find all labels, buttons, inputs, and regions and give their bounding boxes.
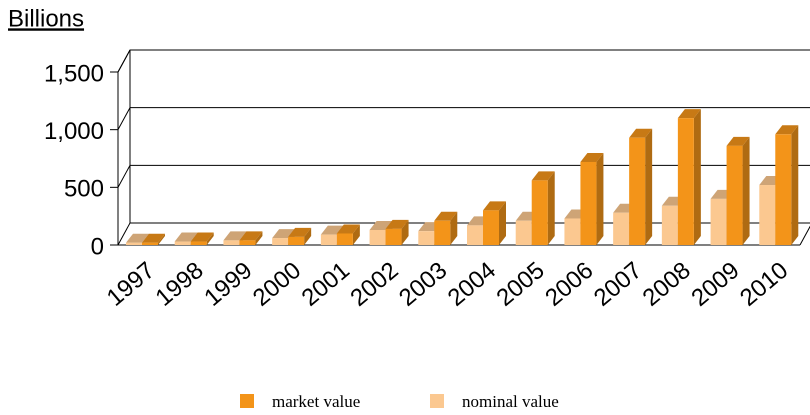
bar [385,228,402,245]
bar-side [596,152,604,245]
bar-side [499,201,506,245]
x-tick-label: 2000 [248,257,306,312]
x-tick-label: 2004 [443,257,501,312]
bar-top [434,211,458,221]
legend-label: nominal value [462,392,559,411]
bar-top [336,224,360,234]
bar-top [531,171,555,181]
bar [515,220,532,245]
x-tick-label: 2003 [394,257,452,312]
x-tick-label: 2009 [686,257,744,312]
y-tick-label: 500 [64,176,104,203]
bar-side [450,211,458,245]
y-axis-label: Billions [8,5,84,32]
bar [580,161,597,245]
bar-top [483,201,506,211]
bar-side [742,136,750,245]
bar-top [629,128,653,138]
bar-top [726,136,750,146]
bar-side [206,232,214,245]
bar [320,234,337,245]
bar [434,220,451,245]
bar [483,210,499,245]
bar [126,242,142,245]
bar [142,242,158,245]
bar-top [385,219,409,229]
bar-side [158,233,165,245]
bar [531,180,548,245]
legend-label: market value [272,392,360,411]
bar [288,236,305,245]
bar [629,137,646,245]
bar [239,240,256,245]
legend-swatch [240,394,254,408]
bar-top [126,233,149,243]
bar-top [174,232,198,242]
bar [726,145,743,245]
y-tick-label: 1,500 [44,60,104,87]
x-tick-label: 2007 [589,257,647,312]
bar-side [645,128,653,245]
bar [775,134,792,245]
x-tick-label: 1998 [150,257,208,312]
bar-side [352,224,360,245]
grid-line [117,49,810,73]
y-tick-label: 0 [91,233,104,260]
floor-right [799,225,810,246]
bar [710,198,727,245]
bar [418,231,435,245]
bar-top [190,232,214,242]
y-tick-label: 1,000 [44,118,104,145]
bar-top [677,109,701,119]
x-tick-label: 2002 [345,257,403,312]
bar [564,218,581,245]
bar [223,240,240,245]
bar-top [580,152,604,162]
bar-side [547,171,555,245]
bar [677,118,694,245]
grid-line [117,222,810,246]
x-tick-label: 2006 [540,257,598,312]
bar-side [255,231,263,245]
x-tick-label: 1999 [199,257,257,312]
bar [174,241,191,245]
bar [759,185,776,245]
bar-side [401,219,409,245]
x-tick-label: 1997 [102,257,160,312]
bar-top [142,233,165,243]
bar-top [239,231,263,241]
x-tick-label: 2001 [297,257,355,312]
bar-top [223,231,247,241]
x-tick-label: 2005 [491,257,549,312]
bar [272,238,289,245]
grid-line [117,164,810,188]
bar [336,233,353,245]
grid-line [117,107,810,130]
bar-side [791,125,799,245]
bar [467,225,483,245]
bar-side [304,227,312,245]
x-tick-label: 2008 [638,257,696,312]
bar-top [775,125,799,135]
bar-top [288,227,312,237]
bar [369,230,386,245]
bar [613,212,630,245]
legend-swatch [430,394,444,408]
x-tick-label: 2010 [735,257,793,312]
bar [190,241,207,245]
bar-side [693,109,701,245]
bar [661,205,678,245]
